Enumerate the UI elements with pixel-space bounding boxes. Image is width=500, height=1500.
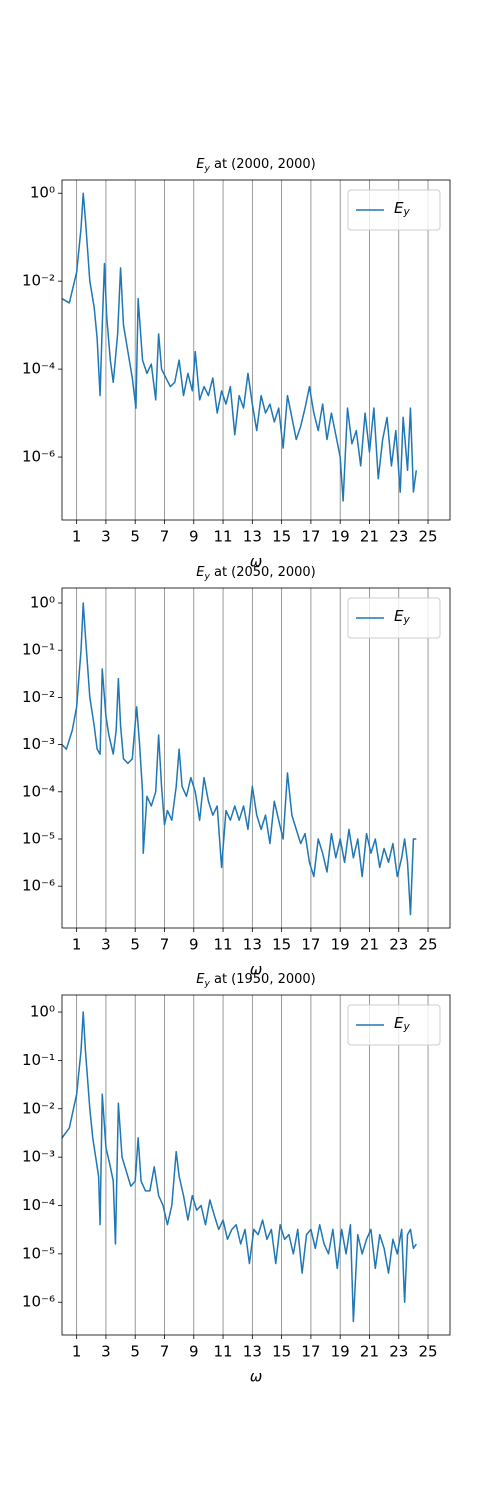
plot-frame [61,994,451,1336]
x-axis-label: ω [250,961,263,979]
x-tick-label: 3 [101,528,111,546]
x-tick-label: 17 [301,1343,320,1361]
x-tick-label: 1 [72,528,82,546]
x-tick-label: 25 [418,936,437,954]
x-tick-label: 15 [272,528,291,546]
x-tick-label: 17 [301,936,320,954]
y-tick-label: 10⁻⁶ [22,448,55,466]
x-tick-label: 19 [331,1343,350,1361]
y-tick-label: 10⁻² [22,1099,55,1117]
x-tick-label: 9 [189,528,199,546]
x-tick-label: 19 [331,528,350,546]
x-tick-label: 1 [72,1343,82,1361]
x-tick-label: 11 [214,528,233,546]
chart-title: Ey at (2050, 2000) [196,565,316,582]
x-tick-label: 3 [101,1343,111,1361]
x-tick-label: 9 [189,936,199,954]
y-tick-label: 10⁻⁴ [22,782,55,800]
x-tick-label: 21 [360,528,379,546]
plot-frame [61,587,451,929]
x-tick-label: 11 [214,936,233,954]
x-tick-label: 21 [360,936,379,954]
legend-label: Ey [394,1014,410,1034]
x-tick-label: 25 [418,528,437,546]
legend-box [347,189,441,231]
legend-box [347,597,441,639]
y-tick-label: 10⁻⁶ [22,1293,55,1311]
line-series [61,602,417,916]
chart-title: Ey at (1950, 2000) [196,972,316,989]
y-tick-label: 10⁻⁵ [22,1244,55,1262]
x-tick-label: 19 [331,936,350,954]
x-tick-label: 13 [243,528,262,546]
y-tick-label: 10⁻⁴ [22,360,55,378]
y-tick-label: 10⁻² [22,272,55,290]
y-tick-label: 10⁻¹ [22,641,55,659]
x-axis-label: ω [250,553,263,571]
x-tick-label: 7 [160,1343,170,1361]
y-tick-label: 10⁰ [30,1003,55,1021]
x-tick-label: 3 [101,936,111,954]
x-tick-label: 23 [389,528,408,546]
x-tick-label: 13 [243,1343,262,1361]
x-tick-label: 11 [214,1343,233,1361]
y-tick-label: 10⁻¹ [22,1051,55,1069]
legend-label: Ey [394,607,410,627]
x-tick-label: 25 [418,1343,437,1361]
x-tick-label: 5 [130,1343,140,1361]
chart-title: Ey at (2000, 2000) [196,157,316,174]
x-tick-label: 1 [72,936,82,954]
plot-frame [61,179,451,521]
x-tick-label: 15 [272,936,291,954]
line-series [61,1011,417,1323]
y-tick-label: 10⁻⁶ [22,877,55,895]
x-tick-label: 9 [189,1343,199,1361]
x-tick-label: 23 [389,936,408,954]
line-series [61,192,418,502]
y-tick-label: 10⁻³ [22,1148,55,1166]
x-tick-label: 21 [360,1343,379,1361]
x-tick-label: 5 [130,936,140,954]
x-tick-label: 5 [130,528,140,546]
x-tick-label: 23 [389,1343,408,1361]
legend-label: Ey [394,199,410,219]
x-tick-label: 7 [160,528,170,546]
y-tick-label: 10⁰ [30,184,55,202]
y-tick-label: 10⁻⁴ [22,1196,55,1214]
x-tick-label: 17 [301,528,320,546]
y-tick-label: 10⁻⁵ [22,829,55,847]
legend-box [347,1004,441,1046]
x-axis-label: ω [250,1368,263,1386]
y-tick-label: 10⁻² [22,688,55,706]
x-tick-label: 15 [272,1343,291,1361]
y-tick-label: 10⁰ [30,594,55,612]
x-tick-label: 13 [243,936,262,954]
y-tick-label: 10⁻³ [22,735,55,753]
x-tick-label: 7 [160,936,170,954]
